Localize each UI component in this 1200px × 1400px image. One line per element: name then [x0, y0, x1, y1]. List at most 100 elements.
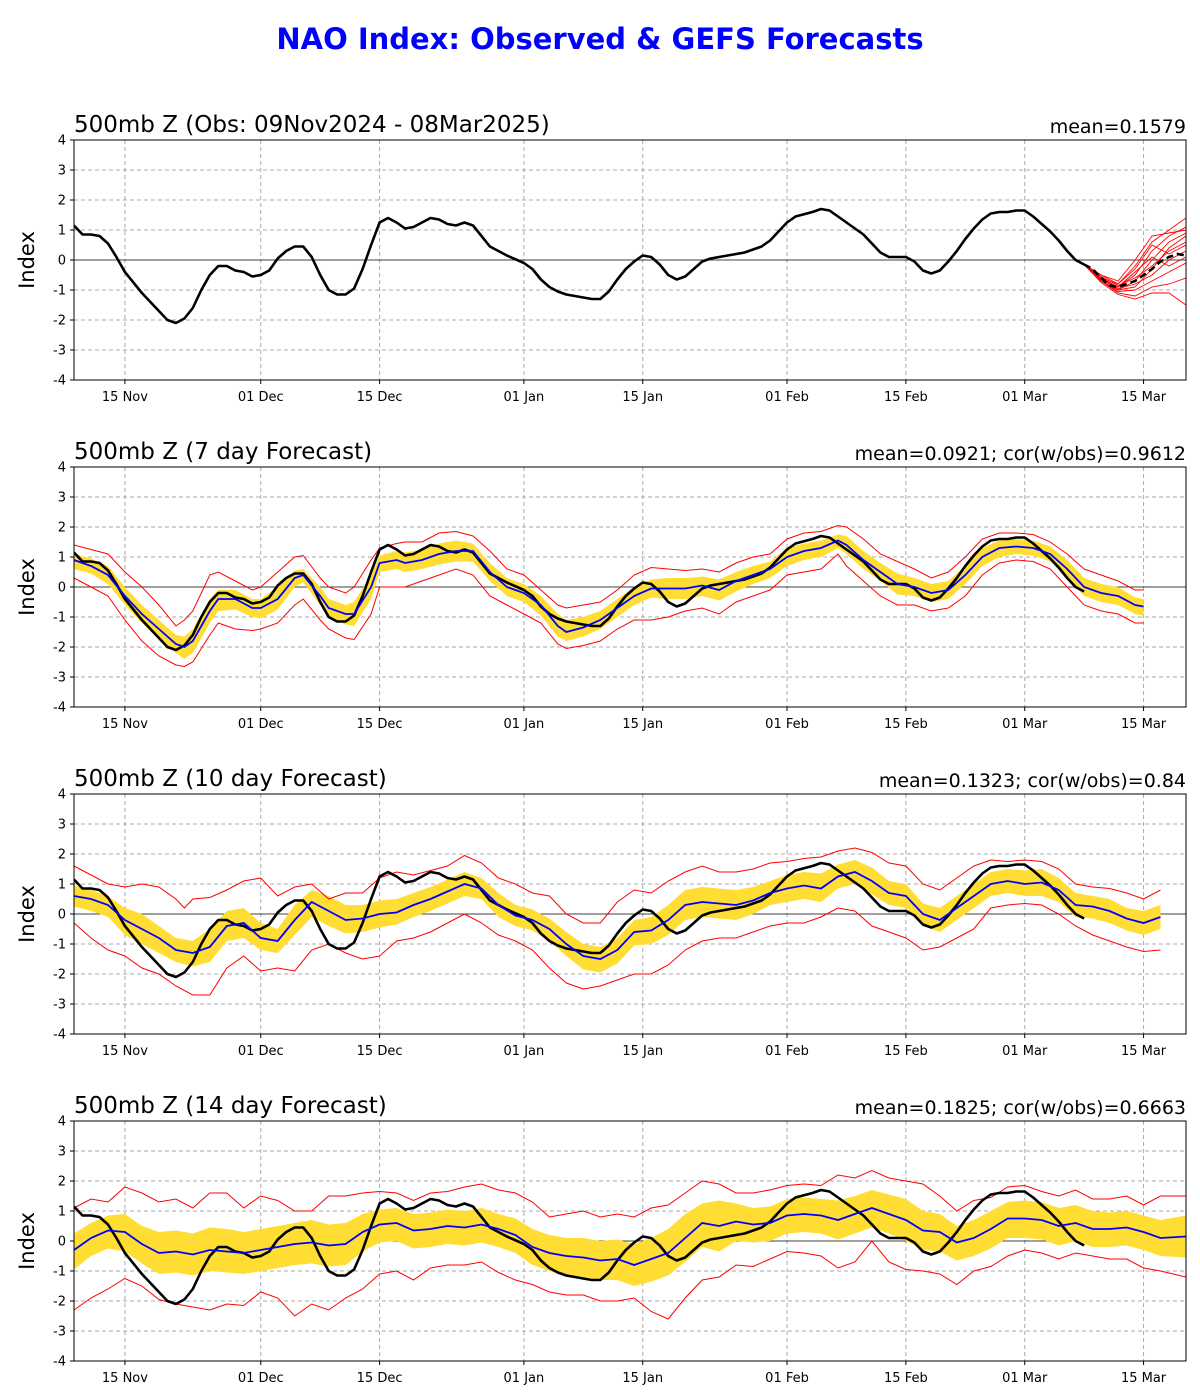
x-tick-label: 01 Feb — [765, 717, 809, 732]
x-tick-label: 15 Mar — [1121, 1371, 1167, 1386]
ensemble-spread-band — [74, 534, 1144, 659]
x-tick-label: 15 Jan — [622, 390, 663, 405]
y-tick-label: -3 — [53, 344, 66, 359]
x-tick-label: 15 Dec — [357, 1371, 403, 1386]
y-tick-label: 4 — [58, 1115, 66, 1130]
x-tick-label: 15 Nov — [102, 1044, 148, 1059]
y-tick-label: 1 — [58, 878, 66, 893]
observed-line — [74, 207, 1085, 325]
panel-title: 500mb Z (10 day Forecast) — [74, 766, 387, 792]
x-tick-label: 01 Jan — [504, 1371, 545, 1386]
forecast-mean-line — [1083, 252, 1186, 289]
x-tick-label: 01 Dec — [238, 1044, 284, 1059]
ensemble-mean-line — [74, 871, 1161, 960]
ensemble-member-line — [1083, 264, 1186, 306]
x-tick-label: 01 Jan — [504, 390, 545, 405]
y-tick-label: 0 — [58, 908, 66, 923]
x-tick-label: 01 Mar — [1002, 717, 1048, 732]
plot-area — [74, 207, 1186, 325]
ensemble-spread-band — [74, 1190, 1186, 1286]
x-tick-label: 15 Jan — [622, 1371, 663, 1386]
y-tick-label: -3 — [53, 671, 66, 686]
y-tick-label: 3 — [58, 818, 66, 833]
y-tick-label: 1 — [58, 551, 66, 566]
x-tick-label: 01 Mar — [1002, 1371, 1048, 1386]
x-tick-label: 15 Feb — [884, 390, 928, 405]
x-tick-label: 15 Dec — [357, 1044, 403, 1059]
ensemble-min-line — [74, 902, 1161, 996]
x-tick-label: 15 Nov — [102, 390, 148, 405]
y-axis-label: Index — [15, 231, 39, 289]
y-tick-label: -2 — [53, 314, 66, 329]
plot-area — [74, 847, 1161, 996]
x-tick-label: 15 Nov — [102, 1371, 148, 1386]
y-tick-label: -1 — [53, 1265, 66, 1280]
y-tick-label: 1 — [58, 1205, 66, 1220]
x-tick-label: 15 Feb — [884, 717, 928, 732]
panel-stat: mean=0.1579 — [1050, 116, 1186, 138]
y-tick-label: -2 — [53, 968, 66, 983]
ensemble-member-line — [1083, 241, 1186, 286]
panel-stat: mean=0.1323; cor(w/obs)=0.84 — [879, 770, 1186, 792]
y-tick-label: -1 — [53, 938, 66, 953]
page-title: NAO Index: Observed & GEFS Forecasts — [276, 22, 924, 56]
x-tick-label: 01 Jan — [504, 717, 545, 732]
y-tick-label: -2 — [53, 641, 66, 656]
plot-area — [74, 1169, 1186, 1320]
y-tick-label: -4 — [53, 1355, 66, 1370]
x-tick-label: 15 Nov — [102, 717, 148, 732]
y-tick-label: 0 — [58, 254, 66, 269]
x-tick-label: 15 Jan — [622, 1044, 663, 1059]
y-tick-label: 3 — [58, 491, 66, 506]
panel-title: 500mb Z (14 day Forecast) — [74, 1093, 387, 1119]
y-axis-label: Index — [15, 1212, 39, 1270]
y-tick-label: 2 — [58, 848, 66, 863]
x-tick-label: 01 Feb — [765, 1371, 809, 1386]
x-tick-label: 01 Jan — [504, 1044, 545, 1059]
x-tick-label: 15 Mar — [1121, 717, 1167, 732]
observed-line — [74, 1188, 1085, 1306]
y-tick-label: -3 — [53, 998, 66, 1013]
y-tick-label: -4 — [53, 374, 66, 389]
y-tick-label: 2 — [58, 194, 66, 209]
ensemble-min-line — [74, 1240, 1186, 1320]
y-tick-label: 1 — [58, 224, 66, 239]
x-tick-label: 15 Dec — [357, 390, 403, 405]
chart-panel-1: 4 3 2 1 0 -1 -2 -3 -4 15 Nov 01 Dec 15 Dec 01 Jan 15 … — [15, 112, 1187, 405]
x-tick-label: 01 Dec — [238, 390, 284, 405]
chart-panel-4: 4 3 2 1 0 -1 -2 -3 -4 15 Nov 01 Dec 15 Dec 01 Jan 15 … — [15, 1093, 1187, 1386]
panel-stat: mean=0.1825; cor(w/obs)=0.6663 — [855, 1097, 1186, 1119]
panel-title: 500mb Z (Obs: 09Nov2024 - 08Mar2025) — [74, 112, 550, 138]
ensemble-min-line — [74, 553, 1144, 668]
y-tick-label: -1 — [53, 611, 66, 626]
x-tick-label: 01 Feb — [765, 1044, 809, 1059]
y-axis-label: Index — [15, 558, 39, 616]
y-tick-label: -4 — [53, 1028, 66, 1043]
y-tick-label: 3 — [58, 1145, 66, 1160]
x-tick-label: 15 Feb — [884, 1371, 928, 1386]
y-tick-label: 2 — [58, 1175, 66, 1190]
x-tick-label: 15 Mar — [1121, 1044, 1167, 1059]
x-tick-label: 15 Mar — [1121, 390, 1167, 405]
ensemble-max-line — [74, 1169, 1186, 1218]
x-tick-label: 15 Jan — [622, 717, 663, 732]
chart-panel-2: 4 3 2 1 0 -1 -2 -3 -4 15 Nov 01 Dec 15 Dec 01 Jan 15 … — [15, 439, 1187, 732]
ensemble-max-line — [74, 847, 1161, 924]
chart-panel-3: 4 3 2 1 0 -1 -2 -3 -4 15 Nov 01 Dec 15 Dec 01 Jan 15 … — [15, 766, 1187, 1059]
x-tick-label: 01 Dec — [238, 1371, 284, 1386]
ensemble-member-line — [1083, 244, 1186, 285]
ensemble-mean-line — [74, 1207, 1186, 1266]
y-tick-label: -1 — [53, 284, 66, 299]
ensemble-member-line — [1083, 235, 1186, 291]
x-tick-label: 01 Feb — [765, 390, 809, 405]
y-tick-label: -4 — [53, 701, 66, 716]
y-tick-label: -3 — [53, 1325, 66, 1340]
y-tick-label: 4 — [58, 788, 66, 803]
y-axis-label: Index — [15, 885, 39, 943]
panel-title: 500mb Z (7 day Forecast) — [74, 439, 372, 465]
ensemble-max-line — [74, 524, 1144, 627]
ensemble-spread-band — [74, 860, 1161, 973]
y-tick-label: 4 — [58, 134, 66, 149]
x-tick-label: 01 Mar — [1002, 390, 1048, 405]
